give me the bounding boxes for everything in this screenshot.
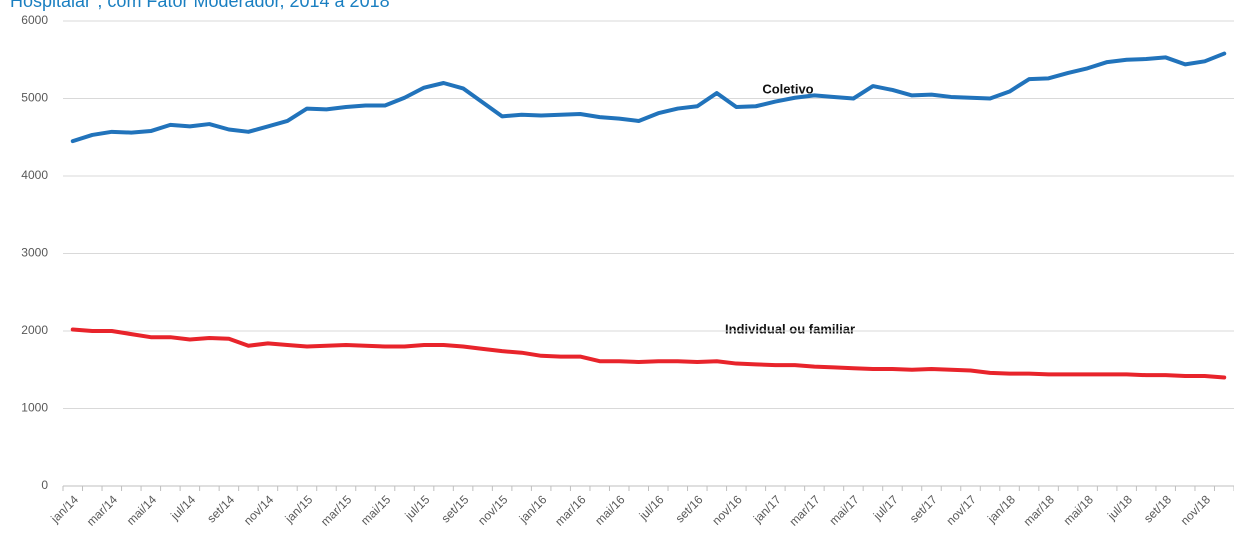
series-label: Individual ou familiar	[725, 321, 855, 336]
series-label: Coletivo	[762, 81, 813, 96]
x-tick-label: mai/14	[124, 492, 160, 528]
x-tick-label: mar/14	[84, 492, 121, 529]
y-tick-label: 0	[41, 478, 48, 492]
x-tick-label: nov/14	[241, 492, 277, 528]
x-tick-label: set/17	[907, 492, 940, 525]
x-tick-label: mar/16	[552, 492, 589, 529]
y-tick-label: 2000	[21, 323, 48, 337]
series-line	[70, 51, 1227, 144]
y-tick-label: 4000	[21, 168, 48, 182]
chart-title: Hospitalar", com Fator Moderador, 2014 a…	[10, 0, 390, 11]
x-tick-label: nov/17	[944, 492, 980, 528]
y-tick-label: 6000	[21, 13, 48, 27]
x-tick-label: mar/17	[786, 492, 823, 529]
x-tick-label: mar/18	[1021, 492, 1058, 529]
x-tick-label: set/18	[1141, 492, 1174, 525]
x-tick-label: mai/15	[358, 492, 394, 528]
x-tick-label: jan/17	[750, 492, 784, 526]
y-tick-label: 1000	[21, 401, 48, 415]
x-tick-label: set/14	[204, 492, 237, 525]
x-tick-label: mai/17	[826, 492, 862, 528]
series-line	[70, 327, 1227, 380]
x-tick-label: jul/18	[1104, 492, 1135, 523]
x-tick-label: jan/18	[984, 492, 1018, 526]
x-tick-label: nov/18	[1178, 492, 1214, 528]
x-tick-label: set/16	[673, 492, 706, 525]
x-tick-label: jan/14	[47, 492, 81, 526]
x-tick-label: mai/16	[592, 492, 628, 528]
x-tick-label: jan/15	[282, 492, 316, 526]
x-tick-label: jul/16	[636, 492, 667, 523]
x-tick-label: nov/16	[709, 492, 745, 528]
x-tick-label: jan/16	[516, 492, 550, 526]
x-tick-label: mar/15	[318, 492, 355, 529]
x-tick-label: jul/14	[167, 492, 198, 523]
y-tick-label: 5000	[21, 91, 48, 105]
x-tick-label: nov/15	[475, 492, 511, 528]
y-tick-label: 3000	[21, 246, 48, 260]
x-tick-label: mai/18	[1061, 492, 1097, 528]
x-tick-label: jul/17	[870, 492, 901, 523]
x-tick-label: jul/15	[402, 492, 433, 523]
x-tick-label: set/15	[438, 492, 471, 525]
